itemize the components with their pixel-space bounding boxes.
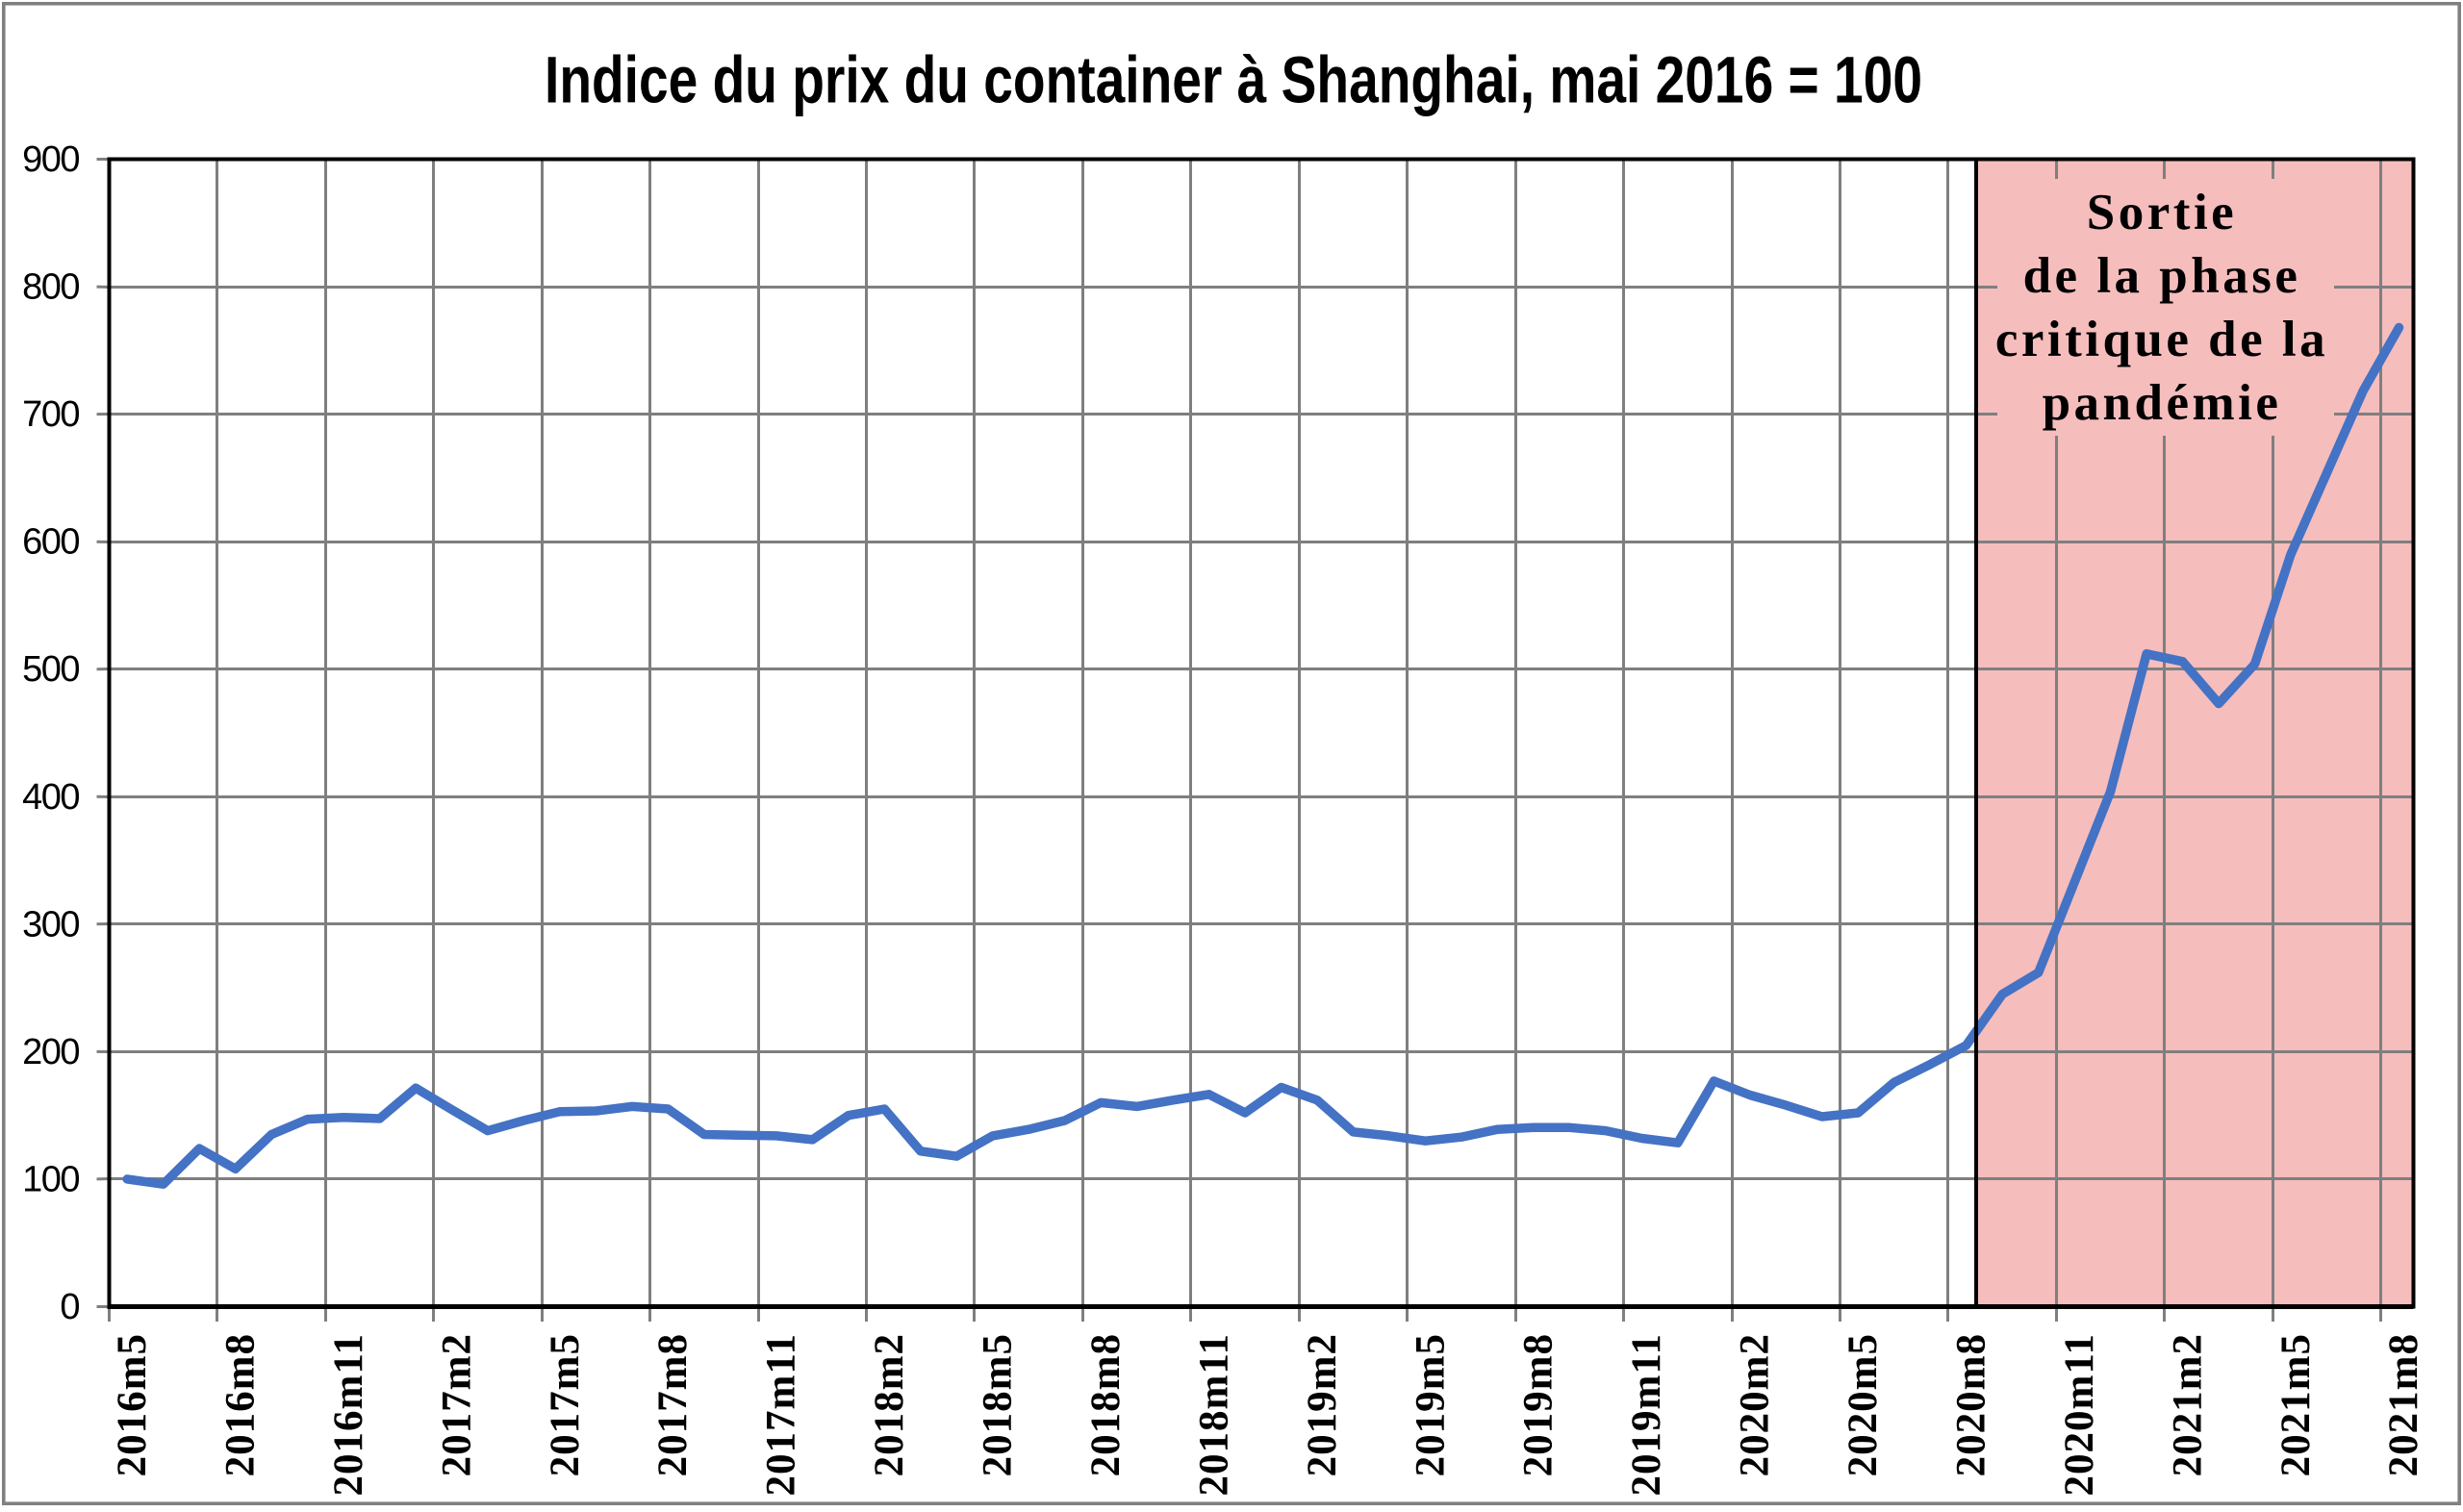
- svg-text:2017m11: 2017m11: [759, 1333, 804, 1496]
- svg-text:2016m8: 2016m8: [217, 1333, 263, 1476]
- svg-text:900: 900: [22, 139, 79, 180]
- svg-text:2016m5: 2016m5: [110, 1333, 155, 1476]
- svg-text:2019m5: 2019m5: [1408, 1333, 1453, 1476]
- svg-text:400: 400: [22, 777, 79, 818]
- svg-text:2018m11: 2018m11: [1191, 1333, 1236, 1496]
- svg-text:2021m8: 2021m8: [2381, 1333, 2426, 1476]
- svg-text:2019m11: 2019m11: [1624, 1333, 1669, 1496]
- svg-text:2017m2: 2017m2: [434, 1333, 479, 1476]
- svg-text:2021m5: 2021m5: [2273, 1333, 2319, 1476]
- svg-text:2016m11: 2016m11: [326, 1333, 371, 1496]
- svg-text:de la phase: de la phase: [2023, 248, 2301, 304]
- svg-text:500: 500: [22, 649, 79, 690]
- svg-text:2020m5: 2020m5: [1841, 1333, 1886, 1476]
- svg-text:2020m8: 2020m8: [1949, 1333, 1994, 1476]
- svg-text:2017m5: 2017m5: [543, 1333, 588, 1476]
- svg-text:critique de la: critique de la: [1995, 312, 2328, 367]
- svg-text:2019m2: 2019m2: [1300, 1333, 1345, 1476]
- svg-text:2018m8: 2018m8: [1083, 1333, 1129, 1476]
- svg-text:300: 300: [22, 904, 79, 945]
- svg-text:2017m8: 2017m8: [650, 1333, 696, 1476]
- svg-text:2020m11: 2020m11: [2057, 1333, 2102, 1496]
- svg-text:Sortie: Sortie: [2087, 185, 2237, 240]
- svg-text:pandémie: pandémie: [2043, 375, 2282, 431]
- svg-text:800: 800: [22, 267, 79, 308]
- svg-text:Indice du prix du container à: Indice du prix du container à Shanghai, …: [545, 43, 1922, 117]
- svg-text:2018m2: 2018m2: [867, 1333, 912, 1476]
- svg-text:600: 600: [22, 522, 79, 563]
- svg-text:2018m5: 2018m5: [976, 1333, 1021, 1476]
- svg-text:2019m8: 2019m8: [1516, 1333, 1562, 1476]
- svg-text:200: 200: [22, 1032, 79, 1072]
- svg-text:100: 100: [22, 1159, 79, 1199]
- svg-text:700: 700: [22, 394, 79, 435]
- svg-text:2020m2: 2020m2: [1733, 1333, 1778, 1476]
- svg-text:0: 0: [60, 1287, 79, 1327]
- svg-text:2021m2: 2021m2: [2165, 1333, 2210, 1476]
